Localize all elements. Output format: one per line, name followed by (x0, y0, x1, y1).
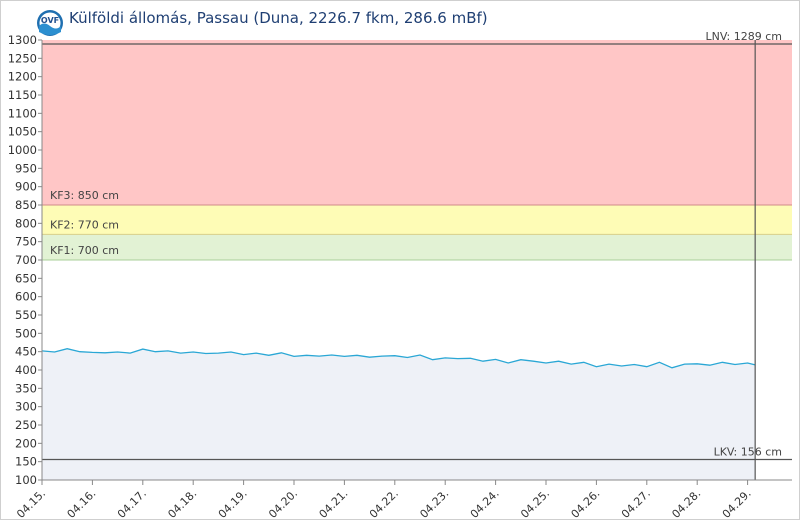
threshold-label-1: KF3: 850 cm (50, 189, 119, 202)
y-tick-label: 700 (15, 253, 37, 267)
x-tick-label: 04.18. (165, 487, 199, 520)
y-tick-label: 850 (15, 198, 37, 212)
threshold-label-3: KF1: 700 cm (50, 244, 119, 257)
x-tick-label: 04.27. (619, 487, 653, 520)
y-tick-label: 750 (15, 235, 37, 249)
water-level-line (41, 348, 756, 369)
y-tick-label: 800 (15, 216, 37, 230)
x-tick-label: 04.15. (14, 487, 48, 520)
alert-band-1 (42, 40, 792, 205)
chart-header: OVF Külföldi állomás, Passau (Duna, 2226… (0, 0, 800, 38)
y-tick-label: 1100 (8, 106, 37, 120)
y-tick-label: 1200 (8, 70, 37, 84)
y-tick-label: 350 (15, 381, 37, 395)
x-tick-label: 04.17. (115, 487, 149, 520)
svg-text:OVF: OVF (41, 16, 59, 25)
y-tick-label: 650 (15, 271, 37, 285)
limit-label-2: LKV: 156 cm (714, 445, 782, 458)
y-tick-label: 1250 (8, 51, 37, 65)
x-tick-label: 04.20. (266, 487, 300, 520)
y-tick-label: 250 (15, 418, 37, 432)
x-tick-label: 04.22. (367, 487, 401, 520)
series-area (42, 348, 756, 480)
y-tick-label: 500 (15, 326, 37, 340)
y-tick-label: 1150 (8, 88, 37, 102)
x-tick-label: 04.26. (569, 487, 603, 520)
x-tick-label: 04.28. (669, 487, 703, 520)
page-title: Külföldi állomás, Passau (Duna, 2226.7 f… (69, 9, 488, 27)
limit-label-1: LNV: 1289 cm (706, 30, 782, 43)
y-tick-label: 200 (15, 436, 37, 450)
x-tick-label: 04.29. (720, 487, 754, 520)
y-tick-label: 600 (15, 290, 37, 304)
alert-band-3 (42, 234, 792, 260)
x-tick-label: 04.25. (518, 487, 552, 520)
x-tick-label: 04.16. (65, 487, 99, 520)
threshold-label-2: KF2: 770 cm (50, 218, 119, 231)
x-tick-label: 04.24. (468, 487, 502, 520)
y-tick-label: 450 (15, 345, 37, 359)
y-tick-label: 950 (15, 161, 37, 175)
y-tick-label: 900 (15, 180, 37, 194)
y-tick-label: 400 (15, 363, 37, 377)
y-tick-label: 1050 (8, 125, 37, 139)
x-tick-label: 04.23. (417, 487, 451, 520)
y-tick-label: 1000 (8, 143, 37, 157)
y-tick-label: 300 (15, 400, 37, 414)
alert-band-2 (42, 205, 792, 235)
x-tick-label: 04.19. (216, 487, 250, 520)
y-tick-label: 1300 (8, 33, 37, 47)
y-tick-label: 150 (15, 455, 37, 469)
y-tick-label: 550 (15, 308, 37, 322)
ovf-water-logo-icon: OVF (37, 10, 63, 36)
y-tick-label: 100 (15, 473, 37, 487)
x-tick-label: 04.21. (317, 487, 351, 520)
